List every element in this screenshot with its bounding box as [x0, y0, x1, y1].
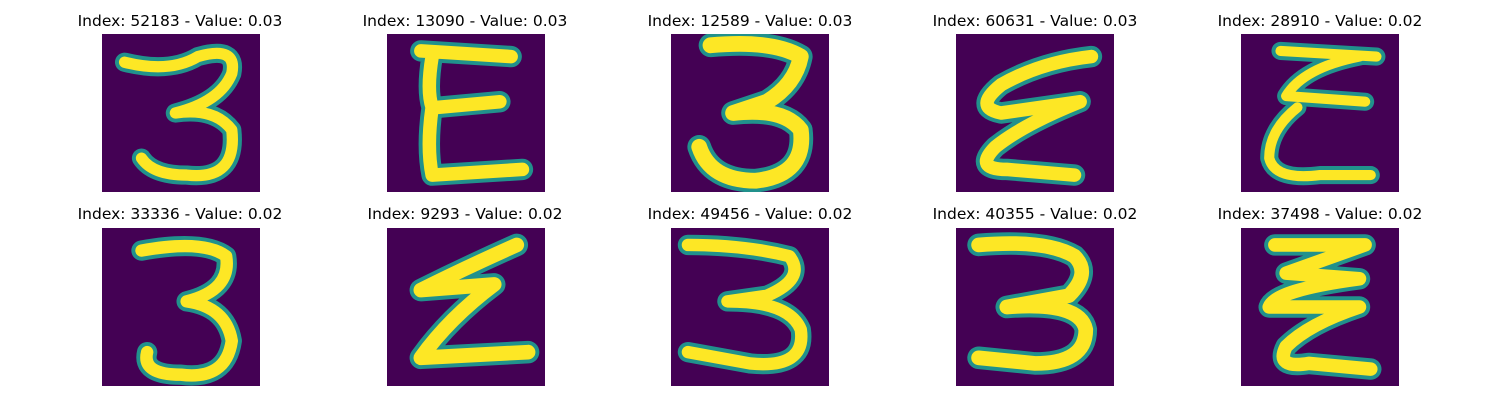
panel-title: Index: 9293 - Value: 0.02 — [367, 205, 563, 223]
panel-4: Index: 60631 - Value: 0.03 — [915, 10, 1155, 32]
digit-image-10 — [1241, 228, 1399, 386]
panel-title: Index: 40355 - Value: 0.02 — [932, 205, 1138, 223]
panel-2: Index: 13090 - Value: 0.03 — [345, 10, 585, 32]
panel-title: Index: 33336 - Value: 0.02 — [77, 205, 283, 223]
digit-image-7 — [387, 228, 545, 386]
panel-3: Index: 12589 - Value: 0.03 — [630, 10, 870, 32]
panel-6: Index: 33336 - Value: 0.02 — [60, 203, 300, 225]
panel-title: Index: 13090 - Value: 0.03 — [362, 12, 568, 30]
panel-title: Index: 37498 - Value: 0.02 — [1217, 205, 1423, 223]
panel-title: Index: 12589 - Value: 0.03 — [647, 12, 853, 30]
digit-image-1 — [102, 34, 260, 192]
panel-title: Index: 60631 - Value: 0.03 — [932, 12, 1138, 30]
digit-image-4 — [956, 34, 1114, 192]
panel-title: Index: 28910 - Value: 0.02 — [1217, 12, 1423, 30]
panel-10: Index: 37498 - Value: 0.02 — [1200, 203, 1440, 225]
digit-image-2 — [387, 34, 545, 192]
digit-image-8 — [671, 228, 829, 386]
panel-7: Index: 9293 - Value: 0.02 — [345, 203, 585, 225]
digit-image-9 — [956, 228, 1114, 386]
panel-1: Index: 52183 - Value: 0.03 — [60, 10, 300, 32]
panel-8: Index: 49456 - Value: 0.02 — [630, 203, 870, 225]
digit-image-3 — [671, 34, 829, 192]
digit-image-6 — [102, 228, 260, 386]
panel-9: Index: 40355 - Value: 0.02 — [915, 203, 1155, 225]
panel-title: Index: 52183 - Value: 0.03 — [77, 12, 283, 30]
digit-image-5 — [1241, 34, 1399, 192]
panel-5: Index: 28910 - Value: 0.02 — [1200, 10, 1440, 32]
panel-title: Index: 49456 - Value: 0.02 — [647, 205, 853, 223]
